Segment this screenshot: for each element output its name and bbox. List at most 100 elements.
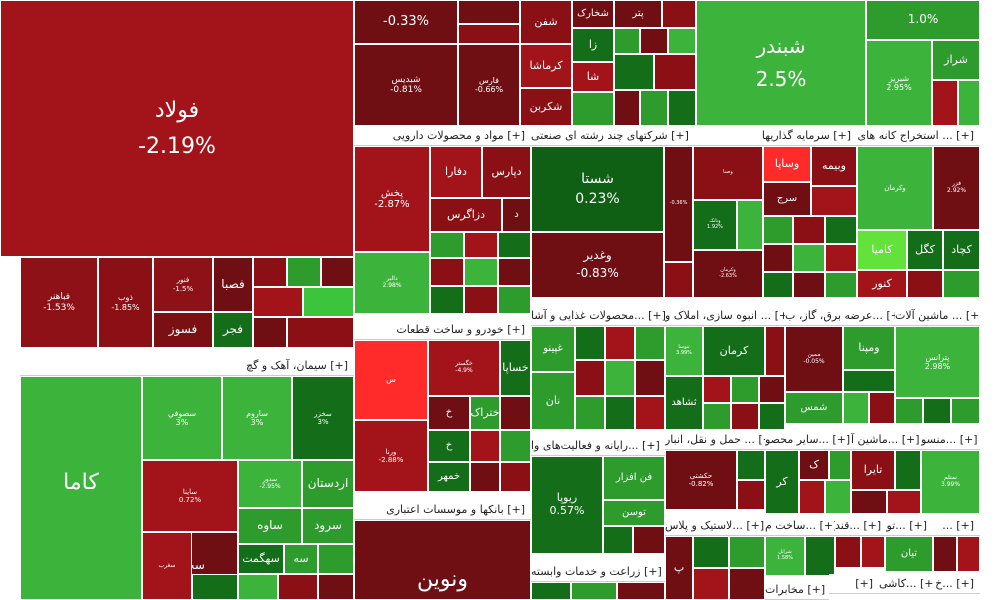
tile-kama[interactable]: کنور: [857, 270, 907, 298]
tile-fajr[interactable]: فجر: [213, 312, 253, 348]
tile-kermasha[interactable]: کرماشا: [520, 44, 572, 88]
tile-sakhooz[interactable]: اردستان: [302, 460, 354, 508]
section-header[interactable]: کاشی... [+]: [879, 574, 933, 594]
tile-shebris[interactable]: شبریز 2.95%: [866, 40, 932, 126]
section-header[interactable]: ماشین آ... [+]: [851, 430, 921, 450]
tile-khodro[interactable]: س: [354, 340, 428, 420]
tile-shahkam[interactable]: سغرب: [142, 532, 192, 600]
tile-saroom[interactable]: سصوفي 3%: [142, 376, 222, 460]
tile-hakashti[interactable]: حکشتی -0.82%: [665, 450, 737, 510]
tile-dpars[interactable]: دپارس: [482, 146, 531, 198]
tile-saroud[interactable]: ساوه: [238, 508, 302, 544]
tile-thenoob[interactable]: ثنوسا 3.99%: [665, 326, 703, 376]
tile-fnoor[interactable]: فنور -1.5%: [153, 257, 213, 312]
tile-shams[interactable]: شمس: [785, 392, 843, 424]
section-header[interactable]: لاستیک و پلاس... [+]: [665, 516, 765, 536]
section-header[interactable]: قند... [+]: [835, 516, 885, 536]
tile-kegel[interactable]: کامیا: [857, 230, 907, 270]
tile-sesu[interactable]: سه: [284, 544, 318, 574]
section-header[interactable]: زراعت و خدمات وابسته [+]: [531, 562, 665, 582]
section-header[interactable]: تو... [+]: [885, 516, 933, 536]
tile-vasapa[interactable]: وساپا: [763, 146, 811, 182]
tile-shiraz[interactable]: شراز: [932, 40, 980, 80]
section-header[interactable]: خ... [+]: [933, 574, 980, 594]
tile-toosan[interactable]: توسن: [603, 500, 665, 526]
tile-top-right[interactable]: 1.0%: [866, 0, 980, 40]
tile-petr[interactable]: پتر: [614, 0, 662, 28]
section-header[interactable]: انبوه سازی، املاک و ... [+]: [665, 306, 785, 326]
tile-kamaia-invest[interactable]: وکرمان -2.63%: [693, 250, 763, 298]
tile-faslab[interactable]: فصبا: [213, 257, 253, 312]
tile-sarj[interactable]: سرج: [763, 182, 811, 216]
section-header[interactable]: ماشین آلات ... [+]: [895, 306, 980, 326]
tile-bmoo[interactable]: ممین -0.05%: [785, 326, 843, 392]
tile-ptrans[interactable]: پترانس 2.98%: [895, 326, 980, 398]
tile-dzagros[interactable]: دزاگرس: [430, 198, 502, 232]
tile-sardasht[interactable]: سدور -2.95%: [238, 460, 302, 508]
tile-dpakhsh[interactable]: پخش -2.87%: [354, 146, 430, 252]
tile-tiyan[interactable]: تیان: [885, 536, 933, 572]
tile-shekaf[interactable]: شفن: [520, 0, 572, 44]
tile-vaghadir[interactable]: وغدیر -0.83%: [531, 232, 664, 298]
tile-dalbor[interactable]: دالبر 2.98%: [354, 252, 430, 314]
section-header[interactable]: مواد و محصولات دارویی [+]: [354, 126, 531, 146]
section-header[interactable]: ... [+]: [933, 516, 980, 536]
tile-sese[interactable]: سهگمت: [238, 544, 284, 574]
tile-zob[interactable]: ذوب -1.85%: [98, 257, 153, 348]
tile-fanafzar[interactable]: فن افزار: [603, 456, 665, 500]
tile-bmapna[interactable]: ومپنا: [843, 326, 895, 370]
tile-ghnan[interactable]: نان: [531, 372, 575, 430]
tile-shedis[interactable]: شبدیس -0.81%: [354, 44, 458, 126]
section-header[interactable]: عرضه برق، گاز، ب... [+]: [785, 306, 895, 326]
tile-khsapa[interactable]: خگستر -4.9%: [428, 340, 500, 396]
tile-dd[interactable]: د: [502, 198, 531, 232]
tile-fazar[interactable]: وکرمان: [857, 146, 933, 230]
tile-shebandar[interactable]: شبندر 2.5%: [696, 0, 866, 126]
section-header[interactable]: مخابرات [+]: [765, 580, 829, 600]
tile-khvarna[interactable]: ورنا -2.88%: [354, 420, 428, 492]
tile-shekarbon[interactable]: شکربن: [520, 88, 572, 126]
tile-khtoghoo[interactable]: خمهر: [428, 462, 470, 492]
tile-sha[interactable]: شا: [572, 62, 614, 92]
tile-fasoz[interactable]: فسوز: [153, 312, 213, 348]
tile-foolad[interactable]: فولاد -2.19%: [0, 0, 354, 257]
tile-vasena[interactable]: وبیمه: [811, 146, 857, 186]
tile-sadoragh[interactable]: ساینا 0.72%: [142, 460, 238, 532]
section-header[interactable]: استخراج کانه های ... [+]: [857, 126, 980, 146]
tile-khatrak[interactable]: خ: [428, 396, 470, 430]
tile-kechad[interactable]: کگل: [907, 230, 943, 270]
tile-khmehr[interactable]: خ: [428, 430, 470, 462]
section-header[interactable]: سرمایه گذاریها [+]: [693, 126, 857, 146]
tile-kh2[interactable]: ختراک: [470, 396, 500, 430]
tile-saghrab[interactable]: سرود: [302, 508, 354, 544]
tile-kk[interactable]: ک: [799, 450, 829, 480]
tile-ghamrest[interactable]: -0.33%: [354, 0, 458, 44]
tile-pp[interactable]: پ: [665, 536, 693, 600]
section-header[interactable]: خودرو و ساخت قطعات [+]: [354, 320, 531, 340]
section-header[interactable]: [+]: [829, 574, 879, 594]
section-header[interactable]: حمل و نقل، انبار ... [+]: [665, 430, 765, 450]
tile-vabimeh[interactable]: وصنا: [693, 146, 763, 200]
tile-za[interactable]: زا: [572, 28, 614, 62]
tile-fakhoz[interactable]: فباهنر -1.53%: [20, 257, 98, 348]
section-header[interactable]: محصولات غذایی و آشا... [+]: [531, 306, 665, 326]
tile-sakhzar[interactable]: ساروم 3%: [222, 376, 292, 460]
tile-rayavar[interactable]: ریوپا 0.57%: [531, 456, 603, 554]
tile-taira[interactable]: تایرا: [851, 450, 895, 490]
tile-kamaia[interactable]: فزر 2.92%: [933, 146, 980, 230]
section-header[interactable]: شرکتهای چند رشته ای صنعتی [+]: [531, 126, 693, 146]
tile-kenor[interactable]: کچاد: [943, 230, 980, 270]
tile-ghpino[interactable]: غپینو: [531, 326, 575, 372]
tile-dfara[interactable]: دفارا: [430, 146, 482, 198]
tile-shasta[interactable]: شستا 0.23%: [531, 146, 664, 232]
tile-sofi[interactable]: کاما: [20, 376, 142, 600]
tile-kr[interactable]: کر: [765, 450, 799, 514]
tile-shesin[interactable]: شرانل 1.58%: [765, 536, 805, 576]
tile-fars[interactable]: فارس -0.66%: [458, 44, 520, 126]
tile-shekhark[interactable]: شخارک: [572, 0, 614, 28]
tile-tshahed[interactable]: ثشاهد: [665, 376, 703, 430]
tile-nmaa[interactable]: نمتلم 3.99%: [921, 450, 980, 514]
section-header[interactable]: منسو... [+]: [921, 430, 980, 450]
section-header[interactable]: سیمان، آهک و گچ [+]: [20, 356, 354, 376]
section-header[interactable]: رایانه و فعالیت‌های وا... [+]: [531, 436, 665, 456]
